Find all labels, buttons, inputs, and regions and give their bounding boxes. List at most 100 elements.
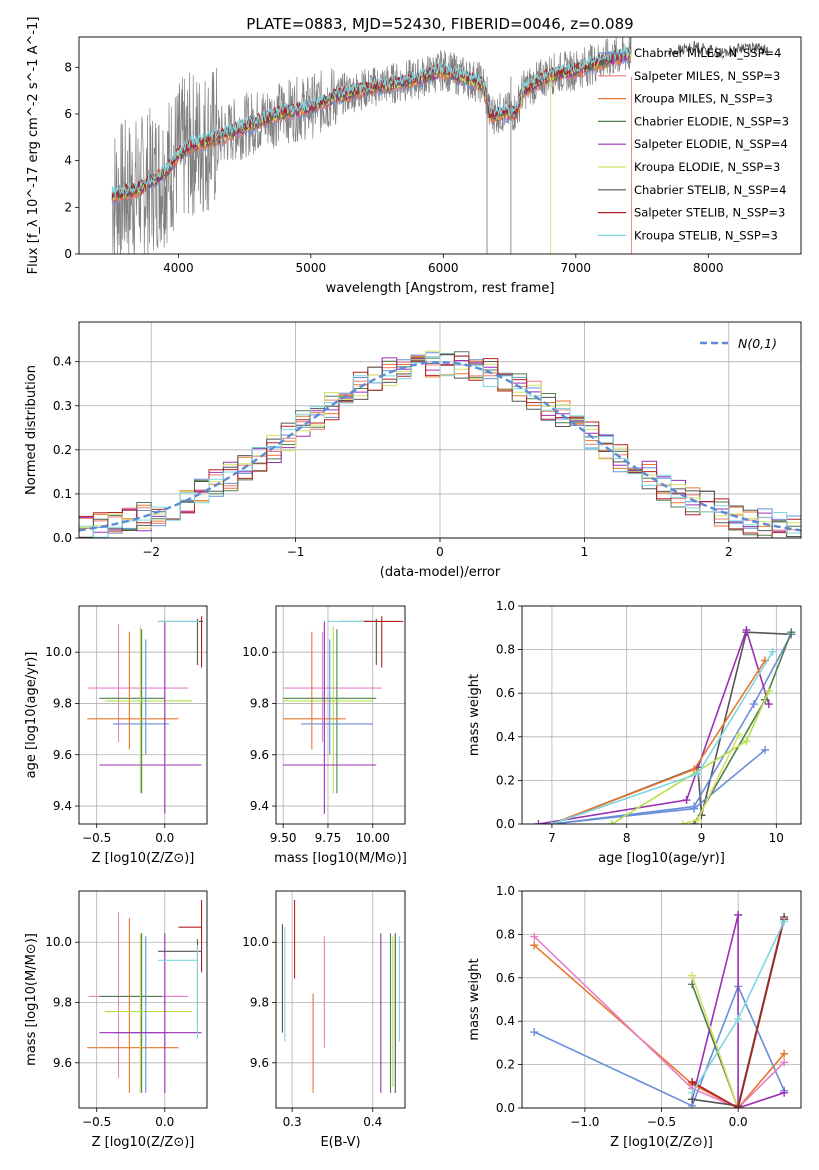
x-tick-label: 9.50 xyxy=(270,831,297,845)
y-tick-label: 0.4 xyxy=(496,730,515,744)
weight-point xyxy=(768,647,777,656)
plot-area xyxy=(79,350,801,538)
weight-line xyxy=(533,944,785,1108)
grid xyxy=(79,891,207,1108)
grid xyxy=(276,606,405,824)
y-tick-label: 0.0 xyxy=(496,1101,515,1115)
x-tick-label: 10 xyxy=(769,831,784,845)
x-tick-label: 8000 xyxy=(693,261,724,275)
weight-line xyxy=(551,633,793,824)
residual-histogram xyxy=(79,356,801,538)
x-tick-label: 10.00 xyxy=(356,831,390,845)
weight-point xyxy=(688,1088,697,1097)
weight-point xyxy=(742,625,751,634)
axes-frame xyxy=(275,605,406,825)
x-axis-label: mass [log10(M/M⊙)] xyxy=(274,851,407,866)
weight-point xyxy=(764,687,773,696)
y-tick-label: 0.6 xyxy=(496,686,515,700)
x-tick-label: −0.5 xyxy=(647,1115,676,1129)
figure-title: PLATE=0883, MJD=52430, FIBERID=0046, z=0… xyxy=(246,15,633,33)
weight-point xyxy=(734,730,743,739)
y-tick-label: 10.0 xyxy=(45,935,72,949)
plot-area xyxy=(530,910,789,1108)
y-tick-label: 9.6 xyxy=(250,748,269,762)
x-axis-label: Z [log10(Z/Z⊙)] xyxy=(92,1135,195,1150)
y-axis-label: mass weight xyxy=(467,674,482,756)
axes-frame xyxy=(78,36,802,255)
weight-point xyxy=(780,1058,789,1067)
weight-line xyxy=(533,984,785,1107)
y-axis-label: Flux [f_λ 10^-17 erg cm^-2 s^-1 A^-1] xyxy=(26,17,41,275)
plot-area xyxy=(281,900,400,1093)
age-vs-z-axes: −0.5 0.0 9.4 9.6 9.8 10.0 Z [log10(Z/Z⊙)] age [… xyxy=(24,605,208,866)
x-axis-label: Z [log10(Z/Z⊙)] xyxy=(92,851,195,866)
weight-point xyxy=(693,769,702,778)
y-tick-label: 0.3 xyxy=(53,399,72,413)
weight-point xyxy=(530,941,539,950)
residual-histogram xyxy=(79,356,801,538)
y-tick-label: 9.4 xyxy=(250,799,269,813)
y-tick-label: 0.8 xyxy=(496,643,515,657)
plot-area xyxy=(283,616,404,814)
x-tick-label: 9 xyxy=(698,831,706,845)
y-axis-label: mass [log10(M/M⊙)] xyxy=(24,933,39,1066)
weight-line xyxy=(611,690,770,824)
weight-point xyxy=(734,910,743,919)
x-tick-label: 0.3 xyxy=(283,1115,302,1129)
weight-point xyxy=(693,815,702,824)
residuals-axes: −2 −1 0 1 2 0.0 0.1 0.2 0.3 0.4 (data-model)/error… xyxy=(24,321,802,580)
x-tick-label: 8 xyxy=(623,831,631,845)
y-tick-label: 1.0 xyxy=(496,599,515,613)
y-tick-label: 9.6 xyxy=(53,1056,72,1070)
weight-point xyxy=(761,745,770,754)
y-tick-label: 9.8 xyxy=(250,996,269,1010)
y-tick-label: 0.2 xyxy=(496,773,515,787)
weight-point xyxy=(734,1104,743,1108)
x-tick-label: −2 xyxy=(142,545,160,559)
legend-label: Chabrier ELODIE, N_SSP=3 xyxy=(634,114,789,128)
legend: N(0,1) xyxy=(700,336,777,351)
axes-frame xyxy=(78,890,208,1109)
x-tick-label: 1 xyxy=(581,545,589,559)
x-axis-label: Z [log10(Z/Z⊙)] xyxy=(610,1135,713,1150)
legend-label: Kroupa STELIB, N_SSP=3 xyxy=(634,228,778,242)
weight-point xyxy=(742,737,751,746)
y-tick-label: 9.8 xyxy=(53,696,72,710)
mass-vs-z-axes: −0.5 0.0 9.6 9.8 10.0 Z [log10(Z/Z⊙)] mass [lo… xyxy=(24,890,208,1150)
x-tick-label: −0.5 xyxy=(82,831,111,845)
x-axis-label: wavelength [Angstrom, rest frame] xyxy=(326,281,555,296)
axes-frame xyxy=(521,890,802,1109)
y-tick-label: 6 xyxy=(64,107,72,121)
legend-label: Salpeter ELODIE, N_SSP=4 xyxy=(634,137,788,151)
legend: Chabrier MILES, N_SSP=4 Salpeter MILES, N… xyxy=(598,46,789,242)
y-tick-label: 9.6 xyxy=(250,1056,269,1070)
weight-point xyxy=(678,820,687,824)
x-tick-label: −1.0 xyxy=(570,1115,599,1129)
axes-frame xyxy=(275,890,406,1109)
weight-point xyxy=(690,804,699,813)
x-axis-label: E(B-V) xyxy=(320,1135,360,1150)
y-tick-label: 9.4 xyxy=(53,799,72,813)
y-axis-label: Normed distribution xyxy=(24,365,39,495)
y-tick-label: 8 xyxy=(64,60,72,74)
y-tick-label: 0.4 xyxy=(496,1014,515,1028)
x-tick-label: 5000 xyxy=(296,261,327,275)
weight-point xyxy=(688,1077,697,1086)
legend-label: N(0,1) xyxy=(738,336,777,351)
x-tick-label: 0.0 xyxy=(729,1115,748,1129)
weight-point xyxy=(530,1028,539,1037)
legend-label: Kroupa ELODIE, N_SSP=3 xyxy=(634,160,780,174)
weight-point xyxy=(547,820,556,824)
y-tick-label: 0.0 xyxy=(496,817,515,831)
weight-point xyxy=(780,1049,789,1058)
y-axis-label: age [log10(age/yr)] xyxy=(24,652,39,779)
y-axis-label: mass weight xyxy=(467,958,482,1040)
mass-vs-ebv-axes: 0.3 0.4 9.6 9.8 10.0 E(B-V) xyxy=(242,890,406,1150)
weight-point xyxy=(749,700,758,709)
x-axis-label: (data-model)/error xyxy=(380,565,501,580)
legend-label: Salpeter MILES, N_SSP=3 xyxy=(634,69,780,83)
axes-frame xyxy=(78,605,208,825)
axes-frame xyxy=(78,321,802,539)
weight-line xyxy=(538,627,770,824)
